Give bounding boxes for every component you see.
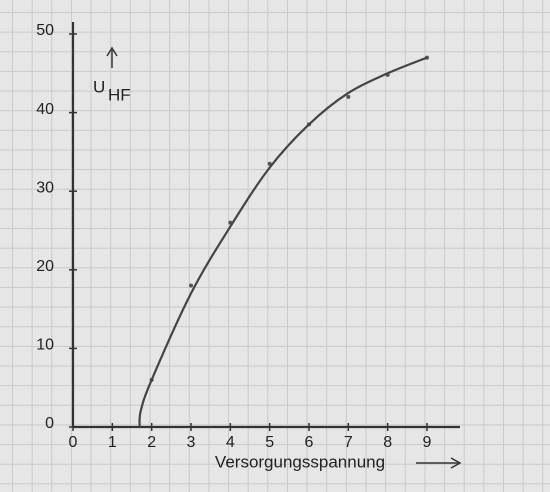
data-point [346, 94, 351, 99]
x-tick-label: 0 [69, 434, 78, 451]
y-tick-label: 20 [36, 258, 54, 275]
y-axis-label: U [93, 77, 105, 96]
x-tick-label: 6 [305, 434, 314, 451]
x-arrow-head [450, 457, 462, 469]
y-arrow-head [106, 46, 118, 57]
x-axis-label: Versorgungsspannung [215, 452, 385, 471]
x-tick-label: 3 [187, 434, 196, 451]
y-tick-label: 10 [36, 337, 54, 354]
x-tick-label: 7 [344, 434, 353, 451]
y-tick-label: 30 [36, 179, 54, 196]
x-tick-label: 9 [423, 434, 432, 451]
y-tick-label: 0 [45, 415, 54, 432]
x-tick-label: 1 [108, 434, 117, 451]
x-tick-label: 5 [265, 434, 274, 451]
y-tick-label: 50 [36, 22, 54, 39]
x-tick-label: 4 [226, 434, 235, 451]
curve [138, 56, 428, 428]
y-axis-label-sub: HF [108, 85, 131, 104]
data-point [189, 283, 193, 288]
x-tick-label: 2 [147, 434, 156, 451]
x-tick-label: 8 [383, 434, 392, 451]
y-tick-label: 40 [36, 101, 54, 118]
